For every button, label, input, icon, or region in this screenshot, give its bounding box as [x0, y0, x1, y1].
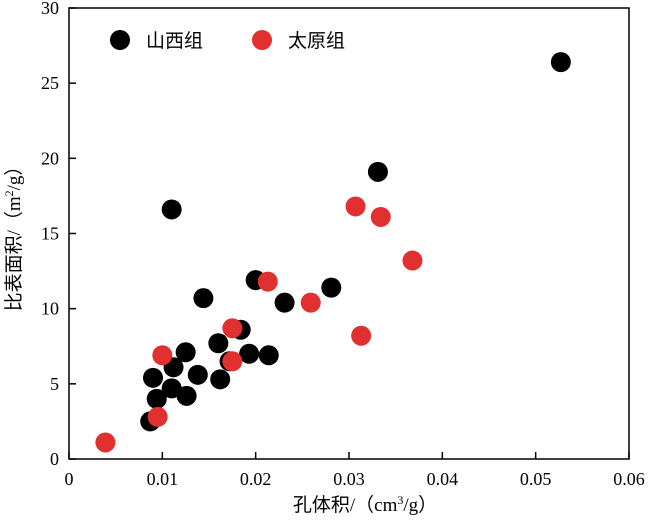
data-points: [95, 52, 571, 453]
y-tick-label: 0: [50, 449, 59, 469]
data-point-series-0: [321, 277, 342, 298]
legend-label: 太原组: [288, 30, 345, 52]
data-point-series-0: [208, 333, 229, 354]
y-tick-label: 5: [50, 374, 59, 394]
x-tick-label: 0.05: [520, 469, 552, 489]
data-point-series-0: [193, 288, 214, 309]
x-tick-label: 0: [65, 469, 74, 489]
data-point-series-1: [95, 432, 116, 453]
data-point-series-0: [210, 369, 231, 390]
y-tick-label: 25: [41, 73, 59, 93]
x-tick-label: 0.03: [333, 469, 365, 489]
data-point-series-0: [175, 342, 196, 363]
data-point-series-0: [143, 367, 163, 388]
data-point-series-1: [351, 325, 372, 346]
data-point-series-0: [187, 364, 208, 385]
x-tick-label: 0.04: [427, 469, 459, 489]
data-point-series-0: [146, 388, 167, 409]
x-tick-label: 0.01: [147, 469, 179, 489]
x-axis-title: 孔体积/（cm3/g）: [293, 493, 437, 516]
data-point-series-1: [402, 250, 423, 271]
legend: 山西组 太原组: [110, 30, 345, 52]
data-point-series-0: [239, 343, 260, 364]
legend-marker: [252, 30, 272, 50]
y-tick-label: 30: [41, 0, 59, 18]
legend-label: 山西组: [146, 30, 203, 52]
data-point-series-1: [370, 206, 391, 227]
data-point-series-0: [367, 161, 388, 182]
data-point-series-1: [345, 196, 366, 217]
x-tick-label: 0.02: [240, 469, 272, 489]
data-point-series-1: [147, 406, 168, 427]
data-point-series-0: [161, 199, 182, 220]
data-point-series-1: [152, 345, 173, 366]
y-tick-label: 20: [41, 148, 59, 168]
data-point-series-1: [222, 351, 243, 372]
data-point-series-1: [257, 271, 278, 292]
y-tick-label: 15: [41, 224, 59, 244]
y-tick-label: 10: [41, 299, 59, 319]
data-point-series-0: [274, 292, 295, 313]
data-point-series-0: [176, 385, 197, 406]
x-tick-label: 0.06: [613, 469, 645, 489]
data-point-series-1: [222, 318, 243, 339]
y-axis-title: 比表面积/（m2/g）: [2, 157, 25, 312]
axis-ticks: 0 0.01 0.02 0.03 0.04 0.05 0.06 0 5 10 15 20 25 30: [41, 0, 645, 489]
data-point-series-0: [550, 52, 571, 73]
data-point-series-1: [300, 292, 321, 313]
data-point-series-0: [258, 345, 279, 366]
data-point-series-0: [161, 378, 182, 399]
legend-marker: [110, 30, 130, 50]
